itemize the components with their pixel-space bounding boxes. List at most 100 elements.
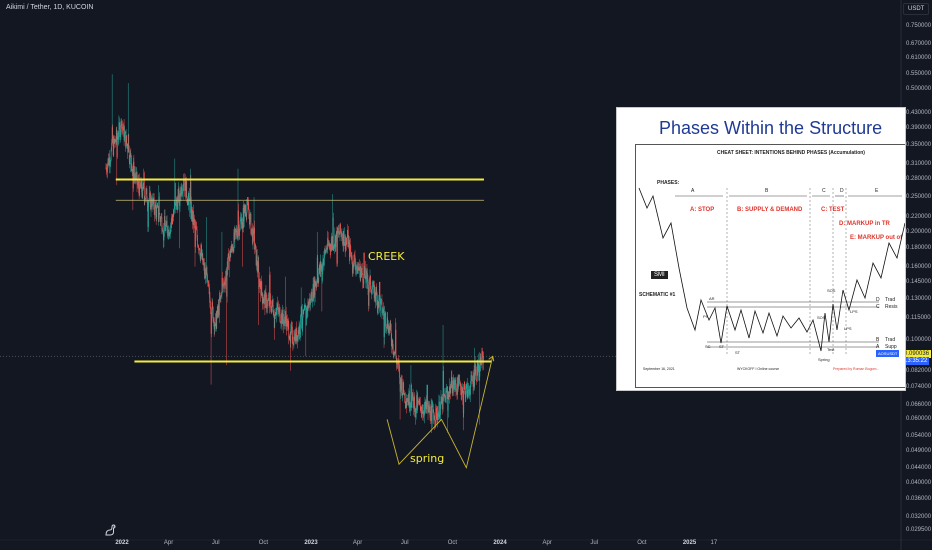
candle-body: [482, 353, 484, 364]
candle-body: [223, 281, 225, 286]
candle-body: [473, 372, 475, 387]
candle-body: [135, 173, 137, 179]
candle-body: [477, 361, 479, 373]
candle-body: [400, 378, 402, 390]
candle-body: [303, 309, 305, 311]
candle-body: [383, 308, 384, 313]
candle-body: [297, 330, 299, 341]
candle-body: [332, 217, 334, 247]
candle-body: [273, 316, 275, 328]
candle-body: [152, 198, 154, 204]
candle-body: [407, 399, 409, 402]
candle-body: [445, 395, 446, 403]
candle-body: [458, 374, 460, 380]
candle-body: [266, 306, 268, 309]
symbol-title: Aikimi / Tether, 1D, KUCOIN: [6, 4, 94, 11]
candle-body: [203, 263, 205, 264]
candle-body: [262, 298, 264, 304]
candle-body: [385, 312, 386, 327]
candle-body: [293, 344, 294, 346]
right-label-trad-1: Trad: [885, 297, 896, 303]
candle-body: [124, 132, 125, 141]
creek-annotation[interactable]: CREEK: [368, 250, 405, 263]
candle-body: [216, 307, 218, 317]
candle-body: [197, 245, 199, 247]
candle-body: [255, 246, 257, 265]
candle-body: [442, 397, 443, 410]
candle-body: [436, 414, 438, 420]
candle-body: [290, 328, 292, 344]
candle-body: [268, 298, 269, 300]
candle-body: [423, 410, 424, 414]
candle-body: [138, 187, 140, 196]
currency-button[interactable]: USDT: [903, 3, 930, 15]
candle-body: [357, 266, 358, 274]
candle-body: [274, 314, 276, 316]
inset-symbol-tag: AOSUSDT: [876, 350, 900, 357]
candle-body: [401, 379, 402, 390]
candle-body: [421, 411, 423, 414]
candle-body: [108, 157, 110, 166]
spring-annotation[interactable]: spring: [410, 452, 445, 465]
time-tick-label: Apr: [352, 540, 363, 546]
candle-body: [209, 287, 210, 298]
right-label-supp: Supp: [885, 344, 897, 350]
candle-body: [183, 179, 185, 184]
price-tick-label: 0.390000: [906, 124, 932, 131]
candle-body: [227, 257, 228, 269]
candle-body: [455, 380, 456, 385]
candle-body: [180, 193, 181, 197]
candle-body: [271, 306, 272, 313]
candle-body: [151, 197, 152, 208]
candle-body: [446, 390, 448, 393]
candle-body: [395, 329, 396, 354]
candle-body: [464, 386, 466, 399]
candle-body: [171, 216, 173, 223]
candle-body: [305, 305, 307, 326]
candle-body: [348, 241, 350, 244]
candle-body: [283, 319, 284, 326]
candle-body: [276, 308, 278, 310]
candle-body: [336, 231, 338, 264]
candle-body: [330, 243, 332, 251]
candle-body: [381, 300, 383, 314]
candle-body: [443, 393, 445, 397]
candle-body: [164, 216, 165, 231]
candle-body: [265, 291, 266, 308]
price-tick-label: 0.032000: [906, 514, 932, 521]
right-label-a: A: [876, 344, 880, 350]
point-test: Test: [827, 347, 835, 352]
price-tick-label: 0.040000: [906, 479, 932, 486]
candle-body: [349, 244, 351, 257]
candle-body: [479, 357, 481, 372]
candle-body: [454, 380, 456, 386]
candle-body: [259, 278, 261, 284]
candle-body: [296, 328, 297, 342]
candle-body: [139, 178, 141, 186]
candle-body: [449, 385, 451, 394]
candle-body: [432, 405, 434, 413]
candle-body: [333, 244, 335, 247]
candle-body: [150, 197, 152, 210]
candle-body: [446, 390, 448, 391]
candle-body: [481, 364, 482, 365]
candle-body: [312, 284, 314, 302]
candle-body: [163, 230, 165, 241]
candle-body: [307, 301, 309, 312]
candle-body: [391, 340, 393, 347]
time-tick-label: Jul: [400, 540, 409, 546]
candle-body: [287, 321, 289, 323]
inset-title: Phases Within the Structure: [659, 118, 883, 138]
candle-body: [324, 249, 326, 251]
candle-body: [285, 311, 287, 320]
candle-body: [176, 199, 178, 203]
candle-body: [430, 405, 432, 421]
current-price-label: 0.090036: [902, 350, 932, 358]
candle-body: [462, 397, 464, 414]
candle-body: [167, 226, 168, 236]
candle-body: [361, 267, 363, 274]
spring-projection-path[interactable]: [386, 356, 494, 470]
candle-body: [216, 316, 218, 329]
candle-body: [348, 241, 350, 257]
candle-body: [107, 164, 108, 173]
